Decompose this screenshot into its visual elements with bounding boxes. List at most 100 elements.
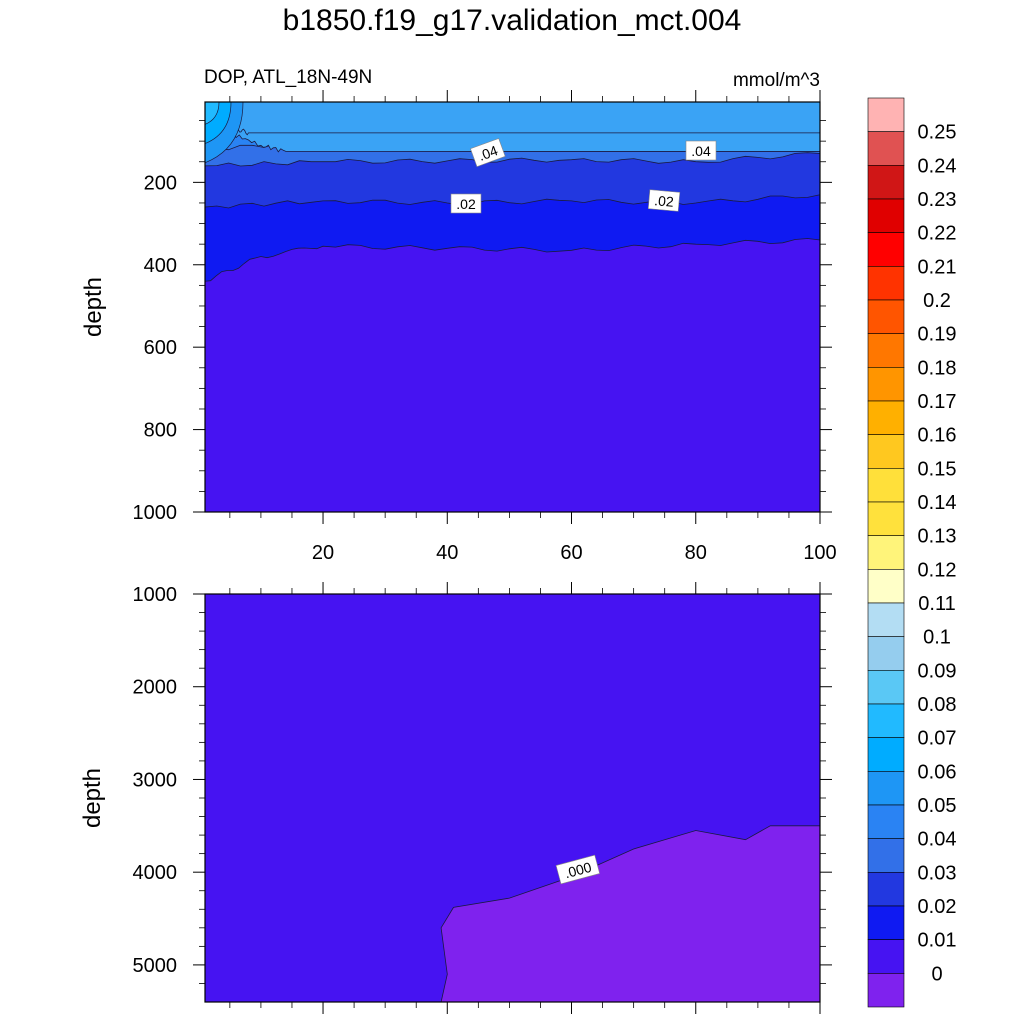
- lower-contour-label-text: .000: [563, 859, 594, 882]
- colorbar-label: 0.11: [918, 593, 955, 615]
- upper-x-tick-label: 80: [685, 542, 707, 564]
- upper-plot-frame: [204, 101, 821, 513]
- upper-y-tick-label: 200: [144, 172, 177, 194]
- lower-y-tick-label: 5000: [133, 955, 178, 977]
- colorbar-label: 0.2: [923, 290, 951, 312]
- upper-y-axis-label: depth: [80, 277, 107, 337]
- colorbar-label: 0.17: [918, 391, 957, 413]
- colorbar-label: 0.07: [918, 728, 957, 750]
- colorbar-swatch: [867, 804, 905, 839]
- upper-contour-label: .02: [647, 189, 681, 212]
- lower-x-ticks: [229, 582, 821, 1014]
- colorbar-swatch: [867, 198, 905, 233]
- upper-x-tick-label: 20: [312, 542, 334, 564]
- upper-contour-labels: .04 .04 .02 .02: [450, 138, 717, 214]
- lower-y-tick-label: 2000: [133, 677, 178, 699]
- colorbar-label: 0.14: [918, 492, 957, 514]
- colorbar-label: 0.1: [923, 627, 951, 649]
- colorbar-label: 0.23: [918, 189, 957, 211]
- upper-y-ticks: 200 400 600 800 1000: [133, 120, 832, 524]
- colorbar-swatch: [867, 939, 905, 974]
- lower-contour-fill: [205, 594, 821, 1003]
- upper-panel: DOP, ATL_18N-49N mmol/m^3 .04 .04 .02 .02 2…: [80, 67, 837, 564]
- upper-contour-label-box: [450, 193, 482, 214]
- colorbar-swatch: [867, 670, 905, 705]
- colorbar-swatch: [867, 703, 905, 738]
- colorbar-swatch: [867, 367, 905, 402]
- colorbar-label: 0.01: [918, 930, 957, 952]
- colorbar-swatch: [867, 905, 905, 940]
- colorbar-swatch: [867, 569, 905, 604]
- colorbar-label: 0.22: [918, 223, 957, 245]
- colorbar-swatch: [867, 434, 905, 469]
- colorbar-swatch: [867, 602, 905, 637]
- colorbar-label: 0.13: [918, 526, 957, 548]
- colorbar-swatch: [867, 131, 905, 166]
- lower-contour-label-box: [555, 854, 601, 885]
- colorbar-swatch: [867, 973, 905, 1008]
- lower-contour-labels: .000: [555, 854, 601, 885]
- lower-contour-label: .000: [555, 854, 601, 885]
- colorbar-label: 0.24: [918, 155, 957, 177]
- colorbar-swatch: [867, 232, 905, 267]
- upper-contour-label: .04: [470, 138, 506, 167]
- chart-title: b1850.f19_g17.validation_mct.004: [282, 4, 742, 37]
- colorbar-label: 0.16: [918, 425, 957, 447]
- colorbar-label: 0.15: [918, 458, 957, 480]
- colorbar-swatch: [867, 737, 905, 772]
- upper-y-tick-label: 400: [144, 255, 177, 277]
- upper-contour-label-box: [647, 189, 681, 212]
- upper-left-label: DOP, ATL_18N-49N: [204, 67, 372, 88]
- upper-contour-band-0.06: [204, 101, 821, 136]
- upper-right-label: mmol/m^3: [733, 70, 820, 91]
- colorbar-label: 0.25: [918, 122, 957, 144]
- lower-panel: .000 1000 2000 3000 4000 5000 depth: [79, 582, 832, 1014]
- colorbar-label: 0.02: [918, 896, 957, 918]
- colorbar-swatch: [867, 636, 905, 671]
- colorbar-swatch: [867, 165, 905, 200]
- colorbar-swatch: [867, 501, 905, 536]
- colorbar-label: 0.05: [918, 795, 957, 817]
- upper-contour-label: .04: [685, 140, 717, 161]
- colorbar-label: 0.03: [918, 862, 957, 884]
- lower-y-tick-label: 1000: [133, 584, 178, 606]
- colorbar-label: 0.19: [918, 324, 957, 346]
- upper-x-ticks: 20 40 60 80 100: [229, 90, 837, 564]
- colorbar-label: 0.12: [918, 559, 957, 581]
- colorbar-label: 0.06: [918, 761, 957, 783]
- colorbar-label: 0.18: [918, 357, 957, 379]
- lower-y-tick-label: 4000: [133, 862, 178, 884]
- colorbar-label: 0.08: [918, 694, 957, 716]
- colorbar-label: 0.09: [918, 660, 957, 682]
- colorbar: 0.25 0.24 0.23 0.22 0.21 0.2 0.19 0.18 0.17 0.16 0…: [867, 97, 957, 1008]
- colorbar-label: 0.21: [918, 256, 957, 278]
- lower-region-negative: [440, 825, 821, 1003]
- colorbar-label: 0: [931, 963, 942, 985]
- upper-contour-label-text: .04: [476, 142, 500, 164]
- upper-contour-label-box: [685, 140, 717, 161]
- lower-y-ticks: 1000 2000 3000 4000 5000: [133, 584, 832, 984]
- colorbar-swatch: [867, 872, 905, 907]
- upper-y-tick-label: 600: [144, 337, 177, 359]
- lower-y-tick-label: 3000: [133, 769, 178, 791]
- upper-contour-label: .02: [450, 193, 482, 214]
- upper-x-tick-label: 100: [803, 542, 836, 564]
- colorbar-swatch: [867, 400, 905, 435]
- colorbar-swatch: [867, 299, 905, 334]
- colorbar-swatch: [867, 771, 905, 806]
- colorbar-swatch: [867, 535, 905, 570]
- colorbar-label: 0.04: [918, 829, 957, 851]
- upper-x-tick-label: 60: [560, 542, 582, 564]
- upper-y-tick-label: 1000: [133, 502, 178, 524]
- colorbar-swatch: [867, 838, 905, 873]
- colorbar-swatch: [867, 97, 905, 132]
- lower-y-axis-label: depth: [79, 768, 106, 828]
- upper-x-tick-label: 40: [436, 542, 458, 564]
- upper-y-tick-label: 800: [144, 420, 177, 442]
- upper-contour-label-text: .02: [654, 192, 675, 210]
- upper-contour-label-box: [470, 138, 506, 167]
- colorbar-swatch: [867, 468, 905, 503]
- colorbar-swatch: [867, 333, 905, 368]
- colorbar-swatch: [867, 266, 905, 301]
